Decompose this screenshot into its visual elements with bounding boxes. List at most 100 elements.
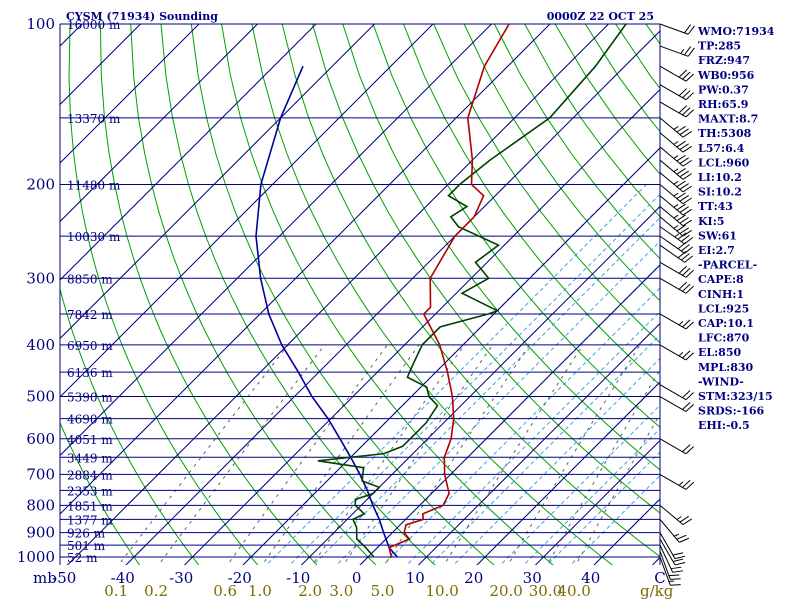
- height-label: 13370 m: [67, 112, 121, 126]
- wind-barb-flag: [680, 253, 690, 261]
- index-value: SI:10.2: [698, 186, 742, 199]
- mixing-ratio-tick-label: 0.1: [104, 582, 128, 600]
- moist-adiabat-line: [406, 310, 660, 565]
- wind-barb-staff: [659, 519, 680, 543]
- dry-adiabat-line: [60, 287, 200, 565]
- wind-barb-flag: [682, 518, 692, 526]
- wind-barb-flag: [687, 25, 695, 35]
- wind-barb-staff: [659, 344, 687, 361]
- index-value: TT:43: [698, 200, 733, 213]
- wind-barb-flag: [676, 192, 686, 200]
- index-value: TH:5308: [698, 127, 752, 140]
- wind-barb-flag: [682, 444, 691, 453]
- wind-barb-staff: [659, 226, 685, 245]
- pressure-tick-label: 900: [26, 524, 55, 542]
- wind-barb-flag: [685, 404, 694, 412]
- index-value: EL:850: [698, 346, 741, 359]
- wind-barb-flag: [682, 390, 691, 399]
- index-value: LI:10.2: [698, 171, 742, 184]
- pressure-tick-label: 200: [26, 175, 55, 193]
- parcel-trace: [255, 65, 398, 558]
- mixing-ratio-tick-label: 5.0: [371, 582, 395, 600]
- temperature-line: [388, 24, 510, 558]
- index-value: CAPE:8: [698, 273, 744, 286]
- dry-adiabat-line: [433, 24, 660, 344]
- mixing-ratio-line: [575, 413, 660, 565]
- wind-barb-half: [676, 516, 682, 520]
- wind-barb-flag: [682, 173, 692, 180]
- wind-barb-flag: [676, 534, 687, 540]
- wind-barb-staff: [659, 538, 676, 566]
- wind-barb-flag: [670, 578, 681, 580]
- height-label: 11480 m: [67, 178, 121, 192]
- wind-barb-flag: [682, 145, 692, 153]
- pressure-tick-label: 500: [26, 388, 55, 406]
- wind-barb: [659, 226, 694, 245]
- wind-barb: [659, 474, 694, 490]
- wind-barb-flag: [682, 185, 692, 193]
- wind-barb: [659, 132, 692, 153]
- wind-barb: [659, 504, 692, 526]
- index-value: L57:6.4: [698, 142, 745, 155]
- height-label: 4051 m: [67, 433, 113, 447]
- temperature-tick-label: 0: [352, 569, 362, 587]
- wind-barb-flag: [682, 219, 692, 227]
- mixing-ratio-line: [342, 344, 493, 565]
- wind-barb-flag: [676, 154, 686, 162]
- wind-barb-flag: [676, 125, 686, 133]
- wind-barb-flag: [679, 143, 689, 150]
- index-value: WB0:956: [697, 69, 755, 82]
- wind-barb-staff: [659, 550, 671, 580]
- wind-barb: [659, 396, 694, 412]
- wind-barb-half: [678, 321, 684, 326]
- wind-barb-flag: [685, 269, 694, 278]
- wind-barb: [659, 556, 681, 586]
- wind-barb-flag: [676, 203, 686, 211]
- pressure-tick-label: 300: [26, 269, 55, 287]
- wind-barb-flag: [684, 246, 694, 254]
- moist-adiabat-line: [499, 404, 660, 565]
- height-label: 926 m: [67, 527, 106, 541]
- index-value: -WIND-: [698, 375, 744, 388]
- moist-adiabat-line: [289, 193, 660, 565]
- wind-barb: [659, 544, 684, 573]
- mixing-ratio-tick-label: 1.0: [248, 582, 272, 600]
- mixing-ratio-tick-label: 40.0: [557, 582, 590, 600]
- wind-barb-flag: [682, 319, 691, 328]
- dry-adiabats: [60, 24, 660, 565]
- wind-barb: [659, 195, 692, 216]
- mixing-ratio-line: [261, 344, 420, 565]
- dry-adiabat-line: [312, 24, 660, 514]
- wind-barb-flag: [674, 555, 686, 560]
- wind-barb-flag: [682, 130, 692, 138]
- dry-adiabat-line: [372, 24, 660, 428]
- height-label: 6136 m: [67, 366, 113, 380]
- wind-barb-flag: [679, 227, 689, 234]
- dry-adiabat-line: [60, 421, 141, 565]
- height-label: 2884 m: [67, 468, 113, 482]
- isotherm-line: [60, 24, 375, 340]
- isotherm-line: [66, 24, 609, 565]
- pressure-tick-label: 100: [26, 15, 55, 33]
- wind-barb-flag: [672, 570, 684, 573]
- wind-barb-staff: [659, 117, 684, 138]
- wind-barb-flag: [684, 46, 692, 56]
- wind-barb-staff: [659, 84, 687, 101]
- wind-barb-flag: [682, 197, 692, 205]
- dewpoint-trace: [317, 24, 627, 558]
- pressure-tick-label: 400: [26, 336, 55, 354]
- wind-barb-flag: [682, 229, 692, 237]
- height-label: 2353 m: [67, 484, 113, 498]
- wind-barb-staff: [659, 216, 684, 237]
- index-value: SW:61: [698, 229, 737, 242]
- chart-title: CYSM (71934) Sounding: [66, 10, 218, 23]
- wind-barb-flag: [685, 392, 694, 401]
- wind-barb-staff: [659, 556, 671, 586]
- wind-barb-flag: [687, 47, 695, 57]
- wind-barb-flag: [684, 255, 694, 263]
- index-value: CINH:1: [698, 288, 744, 301]
- wind-barb: [659, 23, 695, 35]
- wind-barb-flag: [679, 217, 689, 224]
- index-value: SRDS:-166: [698, 405, 765, 418]
